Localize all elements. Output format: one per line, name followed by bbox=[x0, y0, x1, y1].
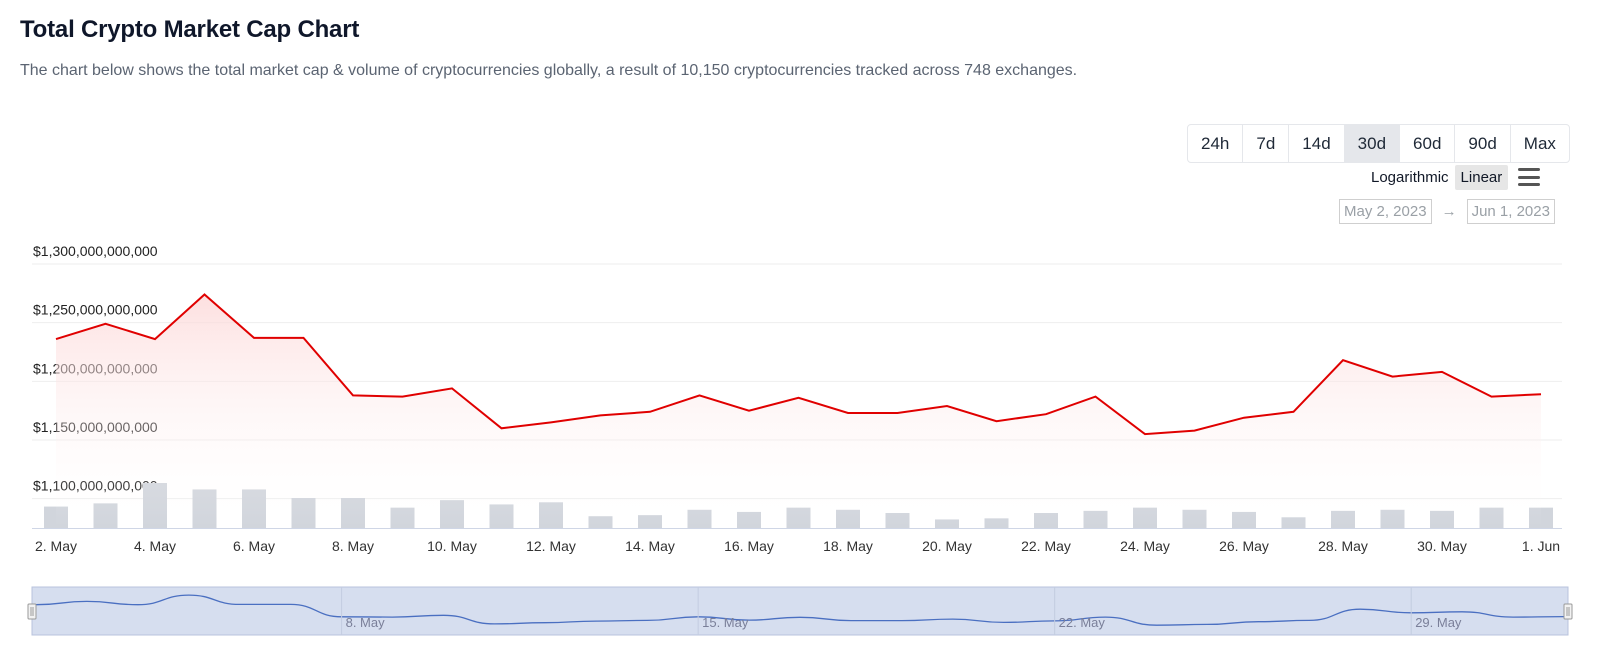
market-cap-line bbox=[55, 293, 1542, 436]
logarithmic-scale-button[interactable]: Logarithmic bbox=[1371, 168, 1449, 186]
range-90d-button[interactable]: 90d bbox=[1455, 125, 1511, 162]
navigator-tick-label: 29. May bbox=[1415, 615, 1462, 630]
y-tick-label: $1,250,000,000,000 bbox=[33, 302, 158, 318]
range-60d-button[interactable]: 60d bbox=[1400, 125, 1456, 162]
range-selector: 24h 7d 14d 30d 60d 90d Max bbox=[1187, 124, 1570, 163]
range-7d-button[interactable]: 7d bbox=[1243, 125, 1290, 162]
range-14d-button[interactable]: 14d bbox=[1289, 125, 1345, 162]
range-navigator[interactable]: 8. May 15. May 22. May 29. May bbox=[27, 586, 1573, 636]
x-tick-label: 22. May bbox=[1021, 538, 1071, 554]
x-tick-label: 12. May bbox=[526, 538, 576, 554]
x-tick-label: 18. May bbox=[823, 538, 873, 554]
market-cap-area bbox=[56, 294, 1541, 528]
navigator-tick-label: 15. May bbox=[702, 615, 749, 630]
navigator-handle bbox=[1563, 603, 1573, 620]
x-tick-label: 8. May bbox=[332, 538, 374, 554]
x-tick-label: 16. May bbox=[724, 538, 774, 554]
x-tick-label: 6. May bbox=[233, 538, 275, 554]
linear-scale-button[interactable]: Linear bbox=[1454, 164, 1509, 190]
x-tick-label: 4. May bbox=[134, 538, 176, 554]
x-tick-label: 24. May bbox=[1120, 538, 1170, 554]
range-30d-button[interactable]: 30d bbox=[1344, 125, 1401, 162]
x-tick-label: 2. May bbox=[35, 538, 77, 554]
x-axis-labels: 2. May 4. May 6. May 8. May 10. May 12. May 14… bbox=[35, 538, 1560, 554]
x-tick-label: 14. May bbox=[625, 538, 675, 554]
scale-toggle: Logarithmic Linear bbox=[1365, 163, 1541, 191]
navigator-series-line bbox=[35, 594, 1565, 626]
arrow-right-icon: → bbox=[1441, 203, 1457, 220]
date-to-input[interactable]: Jun 1, 2023 bbox=[1466, 199, 1555, 224]
range-max-button[interactable]: Max bbox=[1523, 133, 1556, 153]
page-subtitle: The chart below shows the total market c… bbox=[20, 62, 1078, 79]
date-from-input[interactable]: May 2, 2023 bbox=[1339, 199, 1432, 224]
x-tick-label: 28. May bbox=[1318, 538, 1368, 554]
x-tick-label: 1. Jun bbox=[1522, 538, 1560, 554]
navigator-tick-label: 8. May bbox=[346, 615, 386, 630]
x-tick-label: 20. May bbox=[922, 538, 972, 554]
page-title: Total Crypto Market Cap Chart bbox=[20, 16, 360, 43]
range-24h-button[interactable]: 24h bbox=[1188, 125, 1244, 162]
y-tick-label: $1,300,000,000,000 bbox=[33, 243, 158, 259]
date-range-inputs: May 2, 2023 → Jun 1, 2023 bbox=[1339, 199, 1555, 224]
navigator-handle bbox=[27, 603, 37, 620]
navigator-background bbox=[31, 586, 1569, 636]
x-tick-label: 26. May bbox=[1219, 538, 1269, 554]
x-tick-label: 30. May bbox=[1417, 538, 1467, 554]
x-tick-label: 10. May bbox=[427, 538, 477, 554]
hamburger-menu-icon[interactable] bbox=[1518, 168, 1541, 186]
navigator-tick-label: 22. May bbox=[1059, 615, 1106, 630]
